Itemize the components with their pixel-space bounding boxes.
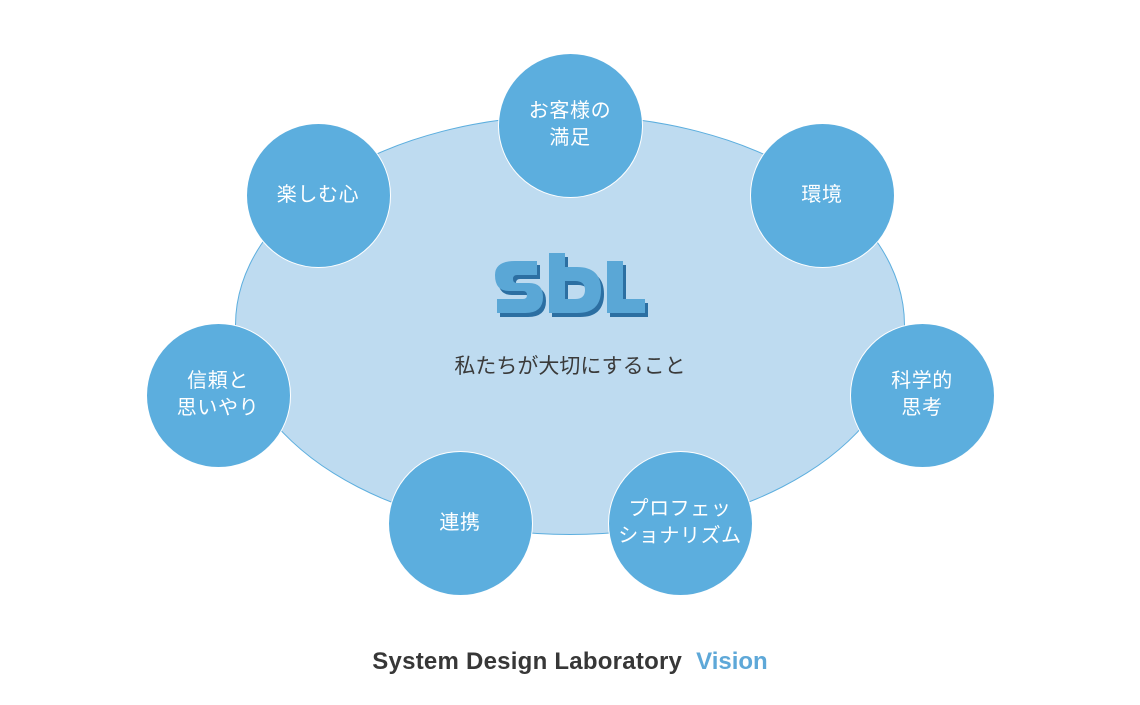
node-label: プロフェッ ショナリズム bbox=[618, 496, 742, 550]
node-enjoyment: 楽しむ心 bbox=[246, 123, 391, 268]
node-environment: 環境 bbox=[750, 123, 895, 268]
node-customer-satisfaction: お客様の 満足 bbox=[498, 53, 643, 198]
node-label: 信頼と 思いやり bbox=[177, 368, 259, 422]
node-label: 環境 bbox=[801, 182, 842, 209]
node-label: お客様の 満足 bbox=[529, 98, 611, 152]
diagram-canvas: 私たちが大切にすること お客様の 満足環境科学的 思考プロフェッ ショナリズム連… bbox=[0, 0, 1140, 705]
node-cooperation: 連携 bbox=[388, 451, 533, 596]
node-label: 楽しむ心 bbox=[277, 182, 359, 209]
footer-title: System Design Laboratory Vision bbox=[0, 648, 1140, 676]
node-scientific-thinking: 科学的 思考 bbox=[850, 323, 995, 468]
sdl-logo-svg bbox=[485, 249, 655, 327]
node-trust-kindness: 信頼と 思いやり bbox=[146, 323, 291, 468]
node-label: 科学的 思考 bbox=[891, 368, 953, 422]
node-professionalism: プロフェッ ショナリズム bbox=[608, 451, 753, 596]
node-label: 連携 bbox=[439, 510, 480, 537]
center-logo bbox=[485, 249, 655, 327]
footer-vision-word: Vision bbox=[696, 648, 768, 675]
footer-org-name: System Design Laboratory bbox=[372, 648, 682, 675]
